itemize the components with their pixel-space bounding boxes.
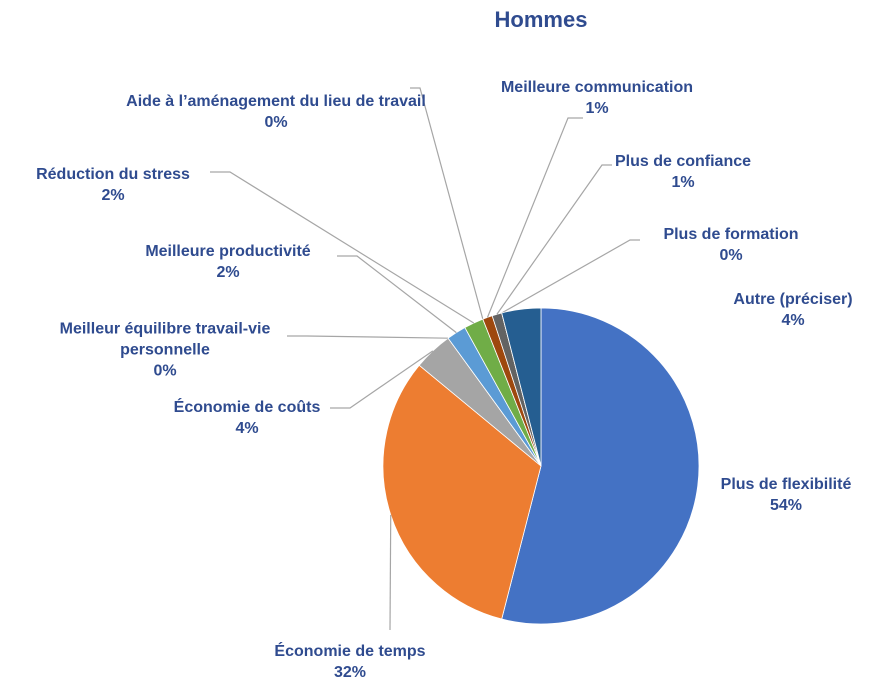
leader-line [496,164,612,315]
category-label: Plus de formation [663,226,799,243]
leader-line [410,87,484,320]
leader-line [501,239,640,314]
category-label: Autre (préciser) [733,291,853,308]
slice-label: Meilleure communication 1% [467,77,727,119]
leader-line [389,514,392,631]
slice-label: Aide à l’aménagement du lieu de travail 0… [126,91,426,133]
value-label: 4% [781,312,805,329]
slice-label: Meilleur équilibre travail-vie personnel… [15,319,315,382]
value-label: 1% [671,174,695,191]
category-label: Meilleure communication [500,79,694,96]
category-label: Meilleure productivité [145,243,311,260]
value-label: 0% [719,247,743,264]
leader-line [210,171,475,324]
value-label: 0% [153,362,177,380]
value-label: 1% [585,100,609,117]
slice-label: Plus de formation 0% [631,224,831,266]
value-label: 2% [101,187,125,204]
pie-slice [382,364,542,620]
slice-label: Économie de temps 32% [240,641,460,683]
leader-line [330,350,434,409]
value-label: 32% [333,664,367,681]
slice-label: Réduction du stress 2% [13,164,213,206]
category-label: Économie de coûts [173,399,321,416]
category-label: Réduction du stress [36,166,190,183]
value-label: 0% [264,114,288,131]
slice-label: Économie de coûts 4% [147,397,347,439]
leader-line [287,335,449,339]
pie-slice [501,307,700,625]
chart-title: Hommes [494,7,588,32]
category-label: Plus de flexibilité [720,476,852,493]
value-label: 2% [216,264,240,281]
slice-label: Autre (préciser) 4% [693,289,886,331]
slice-label: Plus de confiance 1% [583,151,783,193]
category-label: Économie de temps [274,643,426,660]
value-label: 54% [769,497,803,514]
value-label: 4% [235,420,259,437]
leader-line [337,255,457,334]
category-label: Plus de confiance [614,153,752,170]
slice-label: Meilleure productivité 2% [108,241,348,283]
pie-slice [501,307,542,467]
category-label: Aide à l’aménagement du lieu de travail [126,93,426,110]
category-label: Meilleur équilibre travail-vie personnel… [59,320,271,359]
slice-label: Plus de flexibilité 54% [696,474,876,516]
leader-line [486,117,583,318]
